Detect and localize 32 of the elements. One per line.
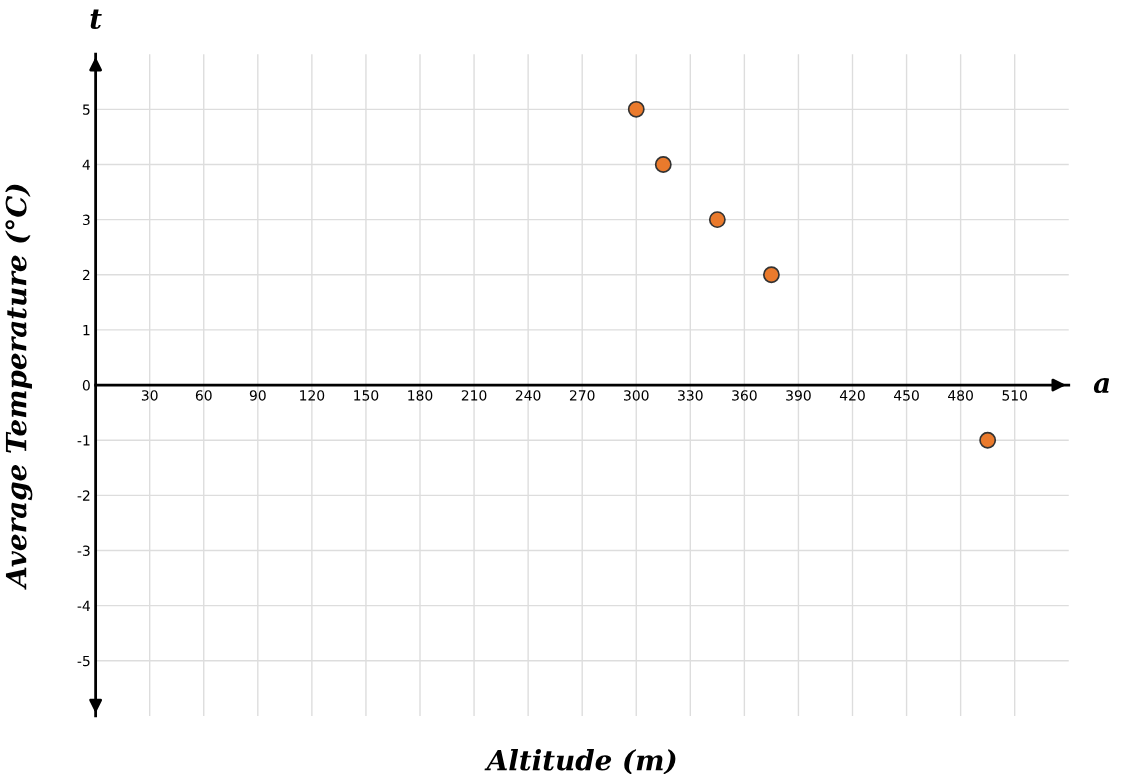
x-tick-label: 420	[839, 390, 865, 401]
y-tick-label: -3	[77, 545, 90, 556]
y-tick-label: 1	[83, 325, 90, 336]
x-tick-label: 150	[354, 390, 379, 401]
x-tick-label: 180	[408, 390, 433, 401]
x-tick-label: 90	[249, 390, 266, 401]
x-tick-label: 360	[732, 390, 757, 401]
x-tick-label: 240	[515, 390, 541, 401]
y-tick-label: -5	[77, 655, 90, 667]
y-tick-label: 4	[82, 159, 90, 170]
x-tick-label: 480	[948, 390, 973, 401]
y-axis-title: Average Temperature (°C)	[5, 184, 33, 590]
x-tick-label: 270	[569, 390, 595, 401]
text: a	[1093, 377, 1110, 394]
y-tick-label: 2	[82, 269, 90, 281]
x-tick-label: 60	[195, 390, 212, 401]
x-tick-label: 390	[786, 390, 811, 401]
y-tick-label: -4	[77, 600, 90, 611]
x-tick-label: 30	[141, 390, 158, 401]
x-tick-label: 120	[300, 390, 325, 401]
x-axis-title: Altitude (m)	[484, 749, 676, 774]
y-tick-label: 0	[82, 380, 90, 391]
y-tick-label: 3	[82, 214, 90, 226]
x-tick-label: 510	[1002, 390, 1028, 401]
x-tick-label: 330	[678, 390, 703, 401]
y-tick-label: 5	[83, 104, 90, 115]
x-tick-label: 450	[893, 390, 919, 401]
y-tick-label: -1	[77, 435, 90, 446]
text: t	[90, 9, 102, 29]
y-tick-label: -2	[77, 490, 90, 501]
x-tick-label: 210	[461, 390, 487, 401]
x-tick-label: 300	[624, 390, 649, 401]
